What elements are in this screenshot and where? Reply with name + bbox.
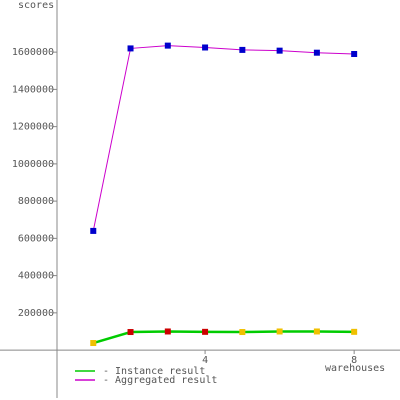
- y-tick-label: 200000: [18, 308, 54, 319]
- data-point: [127, 45, 134, 52]
- data-point: [90, 227, 97, 234]
- y-tick-label: 1400000: [12, 84, 54, 95]
- x-tick-label: 8: [351, 355, 357, 366]
- data-point: [239, 46, 246, 53]
- y-tick-label: 1200000: [12, 122, 54, 133]
- data-point: [127, 329, 134, 336]
- data-point: [202, 44, 209, 51]
- legend-label: - Instance result: [103, 366, 205, 377]
- x-axis-label: warehouses: [325, 363, 385, 374]
- y-tick-label: 1000000: [12, 159, 54, 170]
- y-tick-label: 800000: [18, 196, 54, 207]
- data-point: [164, 328, 171, 335]
- data-point: [313, 49, 320, 56]
- x-tick-label: 4: [202, 355, 208, 366]
- data-point: [164, 42, 171, 49]
- data-point: [239, 329, 246, 336]
- data-point: [202, 328, 209, 335]
- data-point: [313, 328, 320, 335]
- y-tick-label: 600000: [18, 233, 54, 244]
- series-line: [92, 330, 355, 345]
- y-tick-label: 1600000: [12, 47, 54, 58]
- y-axis-label: scores: [18, 0, 54, 11]
- data-point: [351, 51, 358, 58]
- legend-label: - Aggregated result: [103, 375, 217, 386]
- y-tick-label: 400000: [18, 271, 54, 282]
- series-line: [92, 45, 355, 232]
- data-point: [276, 47, 283, 54]
- data-point: [276, 328, 283, 335]
- data-point: [90, 340, 97, 347]
- data-point: [351, 328, 358, 335]
